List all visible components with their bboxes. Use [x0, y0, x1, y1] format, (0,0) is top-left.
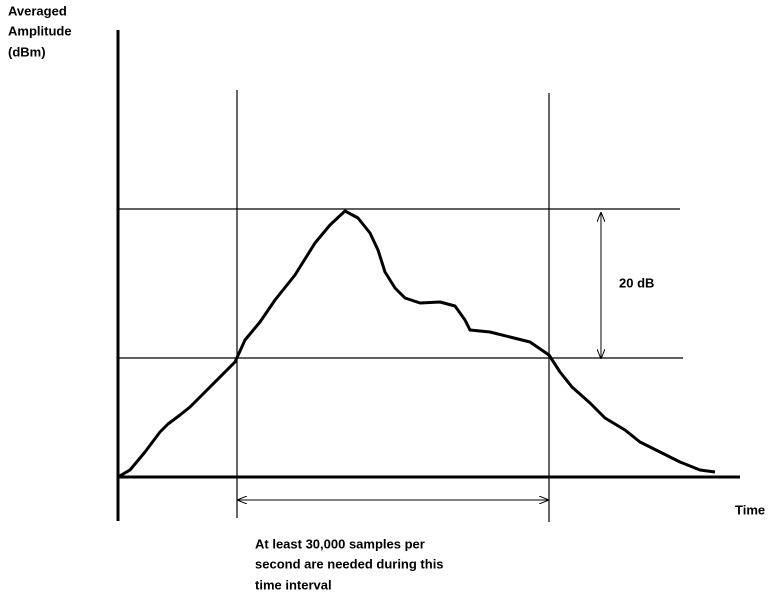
y-axis-label: (dBm) — [8, 44, 46, 59]
y-axis-label: Averaged — [8, 3, 67, 18]
span-label: 20 dB — [619, 275, 654, 290]
note: time interval — [255, 577, 332, 592]
amplitude-curve — [117, 209, 716, 479]
note: second are needed during this — [255, 556, 444, 571]
y-axis-label: Amplitude — [8, 23, 72, 38]
note: At least 30,000 samples per — [255, 536, 425, 551]
x-axis-label: Time — [735, 502, 765, 517]
